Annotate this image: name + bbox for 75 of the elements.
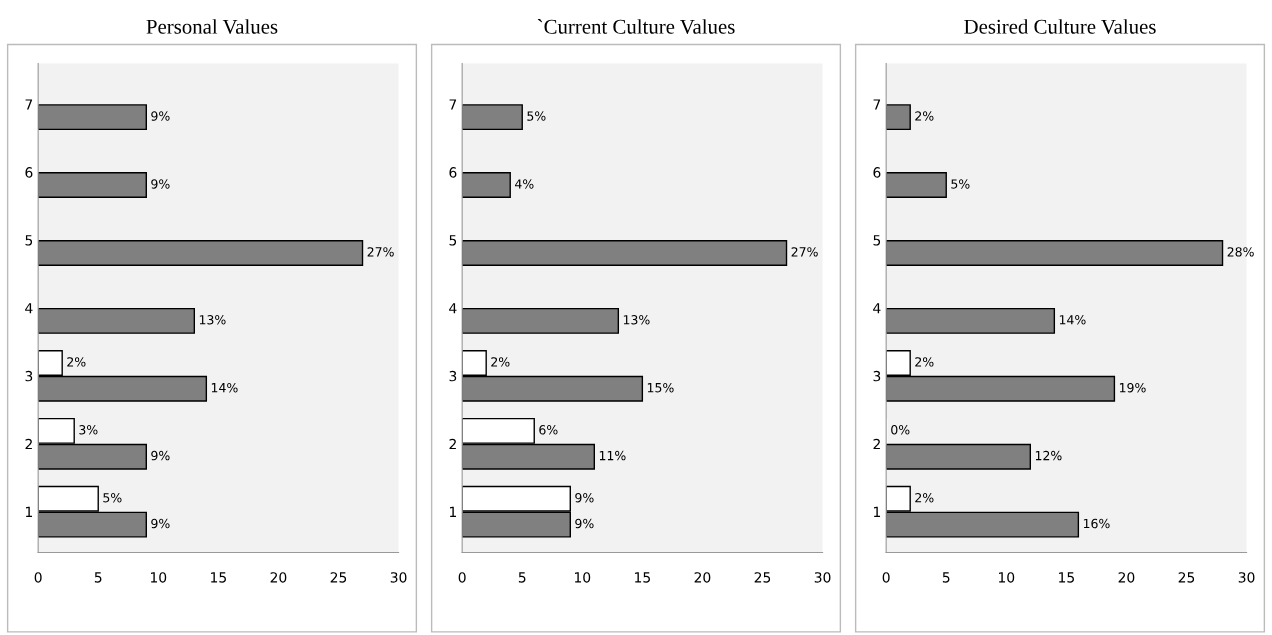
- data-label: 13%: [623, 315, 650, 325]
- y-tick-label: 5: [873, 235, 881, 246]
- y-tick-label: 4: [873, 303, 881, 314]
- data-label: 4%: [514, 179, 534, 189]
- x-tick-label: 5: [942, 572, 950, 583]
- data-label: 9%: [575, 492, 594, 503]
- x-tick-label: 10: [574, 572, 591, 583]
- data-label: 5%: [103, 492, 122, 503]
- x-tick-label: 15: [1059, 572, 1074, 583]
- y-tick-label: 1: [25, 506, 33, 517]
- x-tick-label: 30: [390, 572, 407, 583]
- data-label: 27%: [791, 247, 818, 257]
- x-tick-label: 5: [94, 572, 102, 583]
- y-tick-label: 5: [25, 235, 33, 246]
- y-tick-label: 4: [449, 303, 457, 314]
- y-tick-label: 1: [449, 506, 457, 517]
- data-label: 6%: [539, 425, 558, 435]
- chart-title: `Current Culture Values: [537, 19, 735, 34]
- x-tick-label: 15: [211, 572, 226, 583]
- y-tick-label: 6: [873, 167, 881, 178]
- x-tick-label: 25: [1178, 572, 1195, 583]
- x-tick-label: 15: [635, 572, 650, 583]
- x-tick-label: 25: [754, 572, 771, 583]
- x-tick-label: 20: [270, 572, 287, 583]
- data-label: 27%: [367, 247, 394, 257]
- x-tick-label: 10: [998, 572, 1015, 583]
- data-label: 5%: [951, 179, 970, 189]
- data-label: 13%: [199, 315, 226, 325]
- y-tick-label: 3: [25, 370, 33, 382]
- data-label: 0%: [891, 425, 910, 435]
- data-label: 2%: [915, 111, 934, 121]
- y-tick-label: 2: [25, 438, 32, 450]
- data-label: 3%: [79, 425, 98, 435]
- y-tick-label: 3: [449, 370, 457, 382]
- y-tick-label: 4: [25, 303, 33, 314]
- data-label: 15%: [647, 382, 674, 393]
- x-tick-label: 0: [34, 572, 42, 583]
- data-label: 12%: [1035, 450, 1062, 461]
- y-tick-label: 2: [873, 438, 880, 450]
- data-label: 5%: [527, 111, 546, 121]
- data-label: 28%: [1227, 247, 1254, 257]
- data-label: 16%: [1083, 518, 1110, 529]
- chart-title: Desired Culture Values: [964, 19, 1156, 34]
- y-tick-label: 7: [449, 99, 457, 110]
- x-tick-label: 0: [882, 572, 890, 583]
- x-tick-label: 25: [330, 572, 347, 583]
- data-label: 2%: [67, 357, 86, 367]
- x-tick-label: 20: [694, 572, 711, 583]
- y-tick-label: 7: [873, 99, 881, 110]
- data-label: 9%: [151, 450, 170, 461]
- data-label: 2%: [491, 357, 510, 367]
- x-tick-label: 0: [458, 572, 466, 583]
- x-tick-label: 30: [814, 572, 831, 583]
- x-tick-label: 10: [150, 572, 167, 583]
- y-tick-label: 3: [873, 370, 881, 382]
- x-tick-label: 5: [518, 572, 526, 583]
- data-label: 9%: [151, 518, 170, 529]
- data-label: 19%: [1119, 382, 1146, 393]
- data-label: 14%: [211, 382, 238, 393]
- y-tick-label: 5: [449, 235, 457, 246]
- x-tick-label: 30: [1238, 572, 1255, 583]
- y-tick-label: 7: [25, 99, 33, 110]
- data-label: 14%: [1059, 315, 1086, 325]
- data-label: 2%: [915, 492, 934, 503]
- y-tick-label: 6: [25, 167, 33, 178]
- data-label: 2%: [915, 357, 934, 367]
- y-tick-label: 1: [873, 506, 881, 517]
- x-tick-label: 20: [1118, 572, 1135, 583]
- data-label: 9%: [151, 111, 170, 121]
- data-label: 9%: [151, 179, 170, 189]
- data-label: 11%: [599, 450, 626, 461]
- data-label: 9%: [575, 518, 594, 529]
- chart-title: Personal Values: [146, 19, 278, 34]
- y-tick-label: 6: [449, 167, 457, 178]
- y-tick-label: 2: [449, 438, 456, 450]
